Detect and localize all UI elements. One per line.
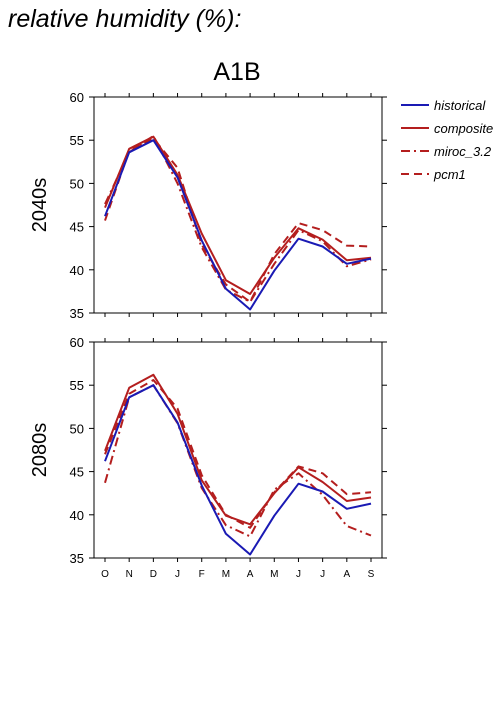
x-tick-label: S (368, 569, 375, 580)
y-tick-label: 45 (70, 465, 84, 480)
scenario-title: A1B (213, 58, 260, 86)
y-tick-label: 55 (70, 133, 84, 148)
x-tick-label: A (343, 569, 350, 580)
series-line-composite (104, 373, 372, 526)
y-tick-label: 50 (70, 176, 84, 191)
x-tick-label: F (199, 569, 205, 580)
x-tick-label: A (247, 569, 254, 580)
series-line-historical (104, 139, 372, 311)
y-tick-label: 60 (70, 335, 84, 350)
plot-frame (93, 96, 383, 314)
series-line-pcm1 (104, 137, 372, 303)
x-tick-label: J (175, 569, 180, 580)
x-tick-label: O (101, 569, 109, 580)
x-tick-label: D (150, 569, 157, 580)
x-tick-label: M (222, 569, 230, 580)
series-line-pcm1 (104, 379, 372, 529)
legend-label: miroc_3.2 (434, 144, 492, 159)
panel-2080s: 2080s 35 40 45 50 55 60 O N D J F M A M J J A S (29, 335, 387, 580)
legend-label: composite (434, 121, 493, 136)
y-tick-label: 35 (70, 306, 84, 321)
figure-heading: relative humidity (%): (8, 5, 241, 33)
legend-label: historical (434, 98, 486, 113)
y-tick-label: 35 (70, 551, 84, 566)
panel-2040s: 2040s 35 40 45 50 55 60 (29, 90, 387, 321)
panel-ylabel: 2040s (29, 178, 51, 233)
plot-frame (93, 341, 383, 559)
x-tick-label: N (126, 569, 133, 580)
y-tick-label: 40 (70, 508, 84, 523)
series-line-historical (104, 384, 372, 556)
x-tick-label: J (296, 569, 301, 580)
legend-label: pcm1 (433, 167, 466, 182)
series-line-miroc-3-2 (104, 384, 372, 538)
x-tick-label: M (270, 569, 278, 580)
y-tick-label: 60 (70, 90, 84, 105)
legend: historical composite miroc_3.2 pcm1 (401, 98, 493, 182)
y-tick-label: 45 (70, 220, 84, 235)
y-tick-label: 40 (70, 263, 84, 278)
panel-ylabel: 2080s (29, 423, 51, 478)
series-line-miroc-3-2 (104, 134, 372, 303)
x-tick-label: J (320, 569, 325, 580)
series-line-composite (104, 135, 372, 295)
y-tick-label: 55 (70, 378, 84, 393)
y-tick-label: 50 (70, 421, 84, 436)
